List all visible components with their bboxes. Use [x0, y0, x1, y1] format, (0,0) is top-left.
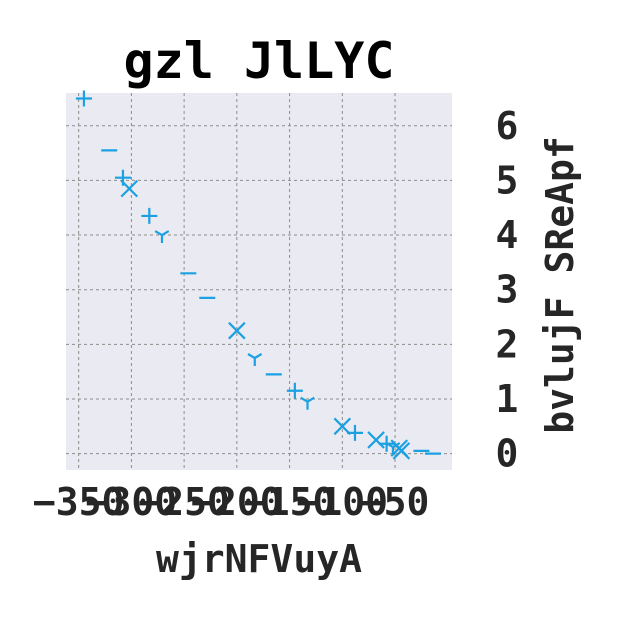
y-tick-label: 6 [496, 104, 519, 148]
y-axis-label: bvlujF SReApf [538, 136, 582, 433]
data-point-x [120, 179, 139, 198]
data-point-x [392, 442, 411, 460]
y-tick-label: 0 [496, 432, 519, 476]
x-axis: −350−300−250−200−150−100−50 [33, 480, 429, 524]
data-point-plus [75, 90, 92, 107]
x-tick-label: −350 [33, 480, 125, 524]
x-tick-label: −200 [191, 480, 283, 524]
y-tick-label: 4 [496, 213, 519, 257]
data-point-plus [346, 424, 363, 441]
x-axis-label: wjrNFVuyA [156, 537, 362, 581]
data-point-tri [154, 230, 170, 244]
data-point-x [228, 321, 246, 340]
y-tick-label: 2 [496, 322, 519, 366]
y-tick-label: 5 [496, 158, 519, 202]
data-point-tri [247, 353, 263, 366]
x-tick-label: −150 [244, 480, 336, 524]
x-tick-label: −100 [297, 480, 389, 524]
y-tick-label: 3 [496, 268, 519, 312]
grid [66, 93, 452, 470]
x-tick-label: −50 [361, 480, 430, 524]
y-tick-label: 1 [496, 377, 519, 421]
y-axis: 0 1 2 3 4 5 6 [496, 104, 519, 476]
data-point-plus [141, 207, 158, 224]
x-tick-label: −250 [138, 480, 230, 524]
data-points [75, 90, 442, 460]
x-tick-label: −300 [86, 480, 178, 524]
data-point-x [367, 431, 385, 449]
chart-title: gzl JlLYC [124, 32, 395, 90]
data-point-x [333, 417, 352, 436]
data-point-plus [286, 382, 303, 399]
data-point-tri [300, 396, 315, 410]
plot-area [66, 93, 452, 470]
